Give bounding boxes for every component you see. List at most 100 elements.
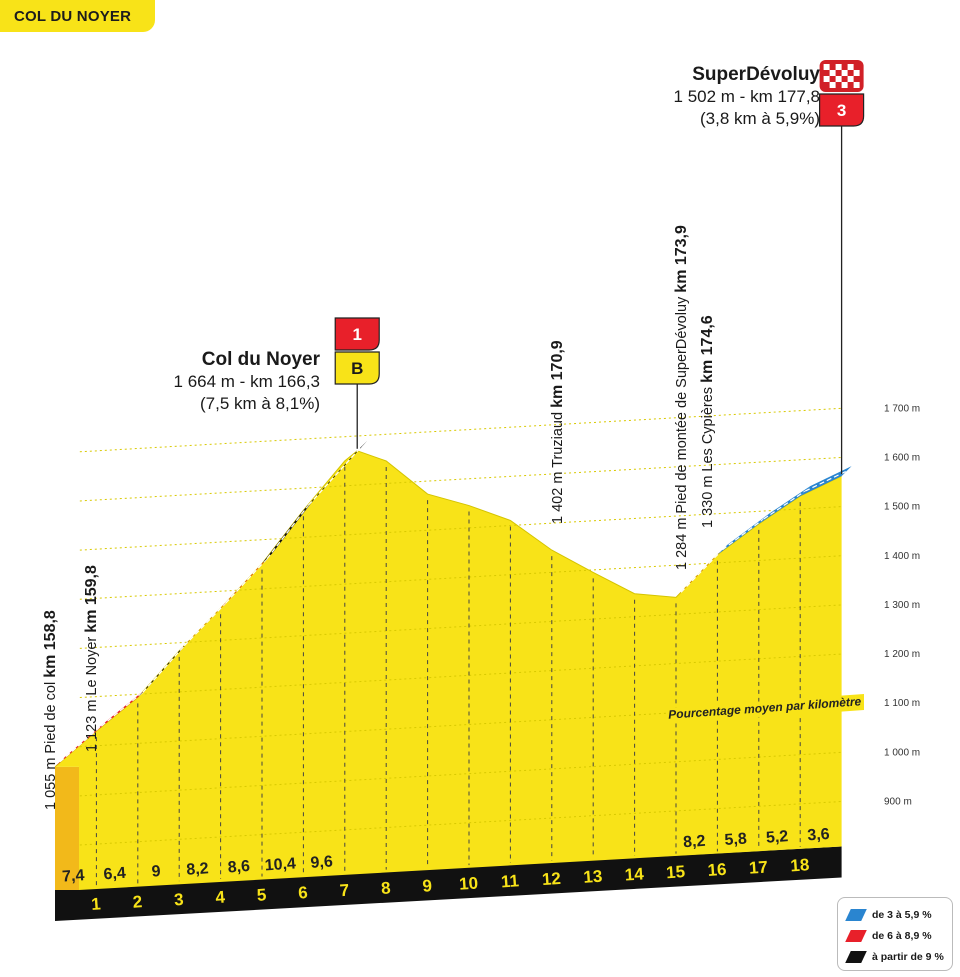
checkered-flag-icon xyxy=(819,60,864,92)
km-label: 18 xyxy=(790,855,810,875)
altitude-tick-label: 1 000 m xyxy=(884,747,920,758)
gradient-band-dash xyxy=(307,445,363,506)
altitude-tick-label: 1 200 m xyxy=(884,649,920,660)
checker-cell xyxy=(847,64,854,70)
altitude-gridline xyxy=(79,506,842,551)
legend-row: de 3 à 5,9 % xyxy=(845,904,952,925)
checker-cell xyxy=(847,76,854,82)
checker-cell xyxy=(823,64,830,70)
km-label: 17 xyxy=(748,857,768,877)
km-label: 16 xyxy=(707,860,727,880)
altitude-tick-label: 1 500 m xyxy=(884,502,920,513)
altitude-gridline xyxy=(79,407,842,453)
profile-base xyxy=(54,450,842,921)
gradient-percent-label: 3,6 xyxy=(807,826,830,845)
waypoint-label: 1 123 m Le Noyer km 159,8 xyxy=(83,565,100,752)
legend-row: à partir de 9 % xyxy=(845,946,952,967)
waypoint-km: km 174,6 xyxy=(699,315,716,383)
legend-swatch-black xyxy=(845,950,867,963)
waypoint-label: 1 330 m Les Cypières km 174,6 xyxy=(699,315,716,528)
gradient-band-dash xyxy=(266,504,309,560)
gradient-band-dash xyxy=(763,490,806,520)
altitude-tick-label: 1 600 m xyxy=(884,452,920,463)
km-labels: 1 2 3 4 5 6 7 8 9 10 11 12 13 14 15 16 17 18 xyxy=(91,855,810,914)
legend-swatch-blue xyxy=(845,908,867,921)
gradient-band-dash xyxy=(59,725,102,763)
waypoint-place: 1 402 m Truziaud xyxy=(550,408,566,524)
checker-cell xyxy=(823,76,830,82)
gradient-band xyxy=(55,440,852,767)
km-label: 2 xyxy=(132,892,143,912)
summit-name: Col du Noyer xyxy=(202,349,321,370)
km-label: 4 xyxy=(215,888,226,908)
gradient-band-dash xyxy=(183,602,227,647)
waypoint-km: km 173,9 xyxy=(673,225,690,293)
km-label: 12 xyxy=(541,869,561,889)
summit-climb-stats: (3,8 km à 5,9%) xyxy=(700,109,820,128)
checker-cell xyxy=(841,70,848,76)
checker-cell xyxy=(829,82,836,88)
legend-label: de 6 à 8,9 % xyxy=(872,929,932,942)
altitude-gridline xyxy=(79,751,842,797)
km-label: 10 xyxy=(459,873,479,893)
altitude-tick-label: 1 700 m xyxy=(884,403,920,414)
altitude-axis: 900 m 1 000 m 1 100 m 1 200 m 1 300 m 1 400 m… xyxy=(884,403,920,807)
summit-climb-stats: (7,5 km à 8,1%) xyxy=(200,394,320,413)
km-label: 1 xyxy=(91,894,102,914)
km-label: 11 xyxy=(500,871,519,891)
waypoint-km: km 158,8 xyxy=(42,610,59,678)
gradient-percent-label: 8,2 xyxy=(186,860,209,879)
avg-caption-bg xyxy=(668,694,864,724)
km-label: 15 xyxy=(666,862,686,882)
km-label: 7 xyxy=(339,881,350,901)
altitude-gridline xyxy=(79,801,842,846)
flag-label: B xyxy=(351,359,363,378)
km-label: 8 xyxy=(380,878,391,898)
altitude-tick-label: 1 300 m xyxy=(884,600,920,611)
waypoint-km: km 159,8 xyxy=(83,565,100,633)
checker-cell xyxy=(835,64,842,70)
checker-cell xyxy=(841,82,848,88)
gradient-band-dash xyxy=(142,645,185,693)
page-title: COL DU NOYER xyxy=(0,0,155,32)
altitude-gridline xyxy=(79,456,842,502)
gradient-band-dash xyxy=(680,549,723,593)
legend-label: à partir de 9 % xyxy=(872,950,944,963)
km-dashed-lines xyxy=(95,466,801,886)
checker-cell xyxy=(829,70,836,76)
gradient-percent-label: 5,8 xyxy=(724,830,747,849)
summit-altitude-km: 1 502 m - km 177,8 xyxy=(674,87,820,106)
waypoint-km: km 170,9 xyxy=(549,340,566,408)
checker-cell xyxy=(853,70,860,76)
gradient-percent-label: 8,6 xyxy=(227,858,250,877)
waypoint-place: 1 055 m Pied de col xyxy=(43,678,59,810)
waypoint-place: 1 123 m Le Noyer xyxy=(84,633,100,752)
km-label: 6 xyxy=(298,883,309,903)
gradient-percent-label: 8,2 xyxy=(683,833,706,852)
km-label: 3 xyxy=(173,890,184,910)
waypoint-label: 1 284 m Pied de montée de SuperDévoluy k… xyxy=(673,225,690,570)
gradient-band-dash xyxy=(101,691,144,727)
legend-label: de 3 à 5,9 % xyxy=(872,908,932,921)
gradient-percent-label: 7,4 xyxy=(62,867,85,886)
altitude-tick-label: 1 400 m xyxy=(884,551,920,562)
profile-side-face xyxy=(55,766,79,890)
waypoint-place: 1 330 m Les Cypières xyxy=(700,383,716,528)
waypoint-label: 1 402 m Truziaud km 170,9 xyxy=(549,340,566,524)
flag-body xyxy=(334,351,380,385)
gradient-band-segment xyxy=(800,466,852,497)
flag-label: 1 xyxy=(352,325,361,344)
gradient-labels: 7,4 6,4 9 8,2 8,6 10,4 9,6 8,2 5,8 5,2 3,6 xyxy=(62,826,831,886)
flag-body xyxy=(819,93,865,127)
checker-cell xyxy=(835,76,842,82)
summits: 1 B Col du Noyer 1 664 m - km 166,3 (7,5 km … xyxy=(174,60,865,475)
gradient-band-dash xyxy=(225,558,268,604)
gradient-band-dash xyxy=(722,518,765,551)
checker-cell xyxy=(853,82,860,88)
km-label: 9 xyxy=(422,876,433,896)
gradient-percent-label: 10,4 xyxy=(264,855,296,874)
flag-body xyxy=(334,317,380,351)
flag-label: 3 xyxy=(837,101,846,120)
waypoint-place: 1 284 m Pied de montée de SuperDévoluy xyxy=(674,293,690,570)
